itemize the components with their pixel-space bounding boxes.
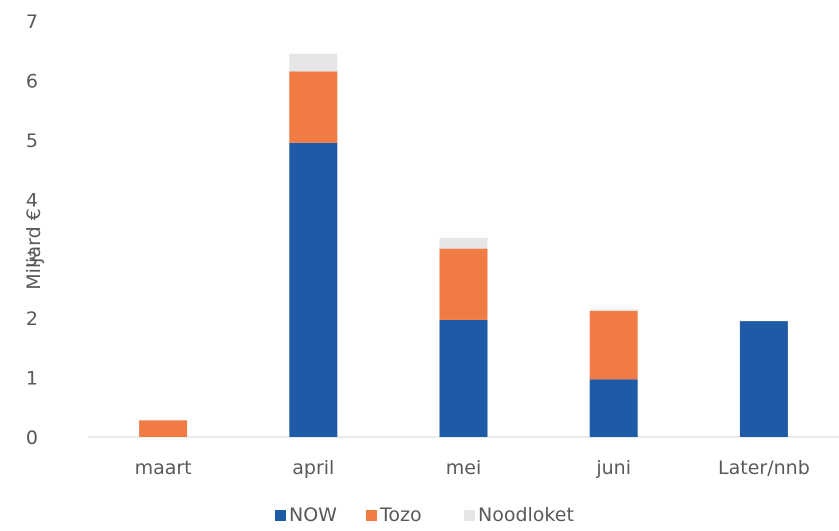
bar-segment	[589, 309, 638, 312]
bar-segment	[139, 420, 188, 437]
y-tick-label: 0	[26, 427, 38, 449]
y-tick-label: 4	[26, 189, 38, 211]
bar-segment	[289, 142, 338, 438]
x-tick-label: mei	[446, 457, 481, 479]
legend: NOW Tozo Noodloket	[275, 504, 574, 526]
y-tick-label: 5	[26, 130, 38, 152]
bar-segment	[439, 319, 488, 437]
legend-label: Tozo	[379, 504, 422, 526]
legend-swatch	[275, 510, 286, 521]
legend-swatch	[464, 510, 475, 521]
y-axis-title: Miljard €	[23, 208, 45, 290]
x-tick-label: maart	[135, 457, 192, 479]
bar-segment	[289, 71, 338, 143]
x-tick-label: april	[292, 457, 334, 479]
y-tick-label: 2	[26, 308, 38, 330]
x-axis-ticks: maart april mei juni Later/nnb	[135, 457, 810, 479]
y-tick-label: 6	[26, 70, 38, 92]
x-tick-label: juni	[595, 457, 631, 479]
bar-segment	[589, 311, 638, 380]
bar-segment	[289, 53, 338, 72]
y-tick-label: 7	[26, 11, 38, 33]
y-axis-ticks: 0 1 2 3 4 5 6 7	[26, 11, 38, 449]
legend-label: NOW	[289, 504, 337, 526]
bar-segment	[439, 237, 488, 249]
y-tick-label: 3	[26, 249, 38, 271]
bar-segment	[439, 248, 488, 320]
y-tick-label: 1	[26, 368, 38, 390]
bars	[139, 53, 788, 438]
x-tick-label: Later/nnb	[718, 457, 810, 479]
bar-segment	[589, 379, 638, 437]
legend-swatch	[366, 510, 377, 521]
legend-label: Noodloket	[478, 504, 574, 526]
bar-segment	[739, 321, 788, 437]
